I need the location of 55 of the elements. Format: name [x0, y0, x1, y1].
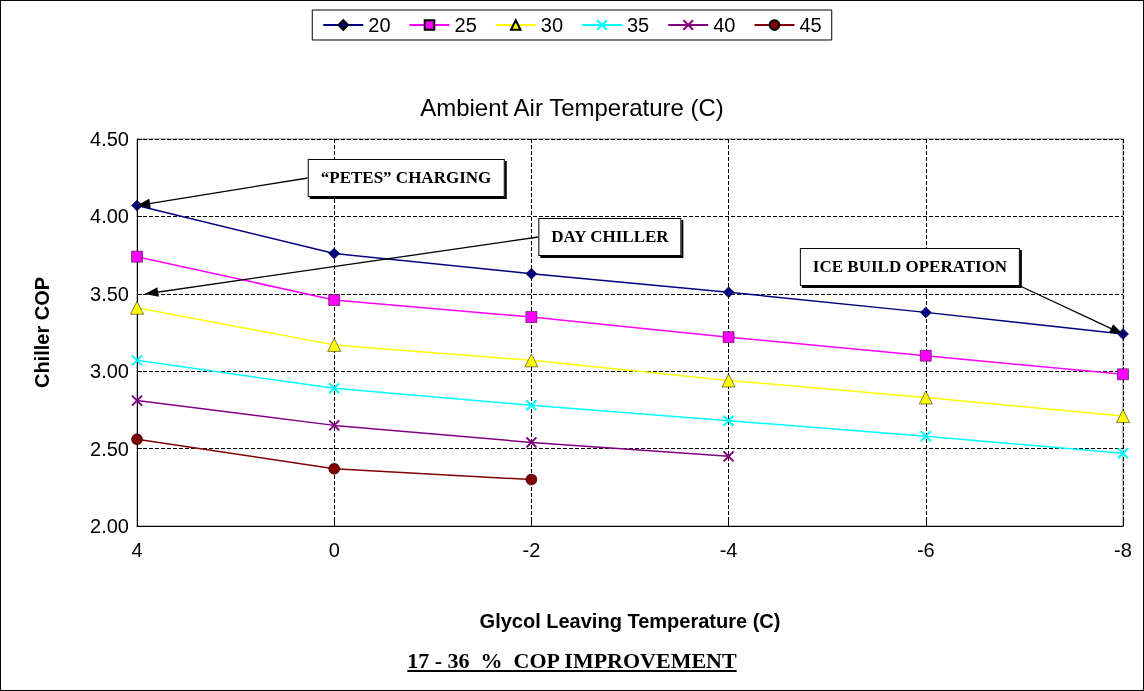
- y-tick-label: 2.00: [90, 515, 129, 537]
- point: [1117, 368, 1129, 381]
- point: [131, 354, 143, 367]
- y-tick-label: 2.50: [90, 437, 129, 460]
- point: [1116, 409, 1130, 423]
- legend-label: 30: [540, 14, 563, 36]
- y-tick-label: 4.50: [90, 128, 129, 150]
- y-tick-label: 3.00: [90, 360, 129, 383]
- x-tick-label: 0: [328, 539, 340, 561]
- point: [525, 473, 538, 486]
- point: [525, 436, 538, 449]
- point: [525, 399, 538, 412]
- text: 17 - 36 % COP IMPROVEMENT: [406, 648, 738, 674]
- y-axis-title: Chiller COP: [31, 276, 53, 389]
- x-tick-label: 4: [131, 539, 143, 561]
- point: [1117, 447, 1129, 460]
- point: [722, 286, 735, 298]
- point: [328, 462, 340, 475]
- point: [328, 294, 340, 306]
- legend-title: Ambient Air Temperature (C): [420, 93, 724, 121]
- y-tick-label: 3.50: [90, 282, 129, 305]
- annotation: “PETES” CHARGING: [307, 159, 505, 197]
- point: [721, 373, 736, 388]
- x-tick-label: -8: [1114, 539, 1132, 561]
- point: [524, 353, 539, 368]
- point: [1117, 328, 1129, 340]
- legend-label: 35: [627, 14, 650, 36]
- point: [919, 390, 933, 405]
- legend-label: 25: [454, 14, 477, 36]
- point: [130, 300, 144, 315]
- point: [131, 394, 143, 407]
- annotation: DAY CHILLER: [538, 218, 682, 256]
- legend-label: 45: [799, 14, 822, 36]
- point: [919, 430, 932, 443]
- annotation: ICE BUILD OPERATION: [799, 248, 1021, 286]
- point: [131, 433, 143, 446]
- point: [722, 331, 735, 343]
- legend-label: 40: [713, 14, 736, 36]
- x-tick-label: -4: [719, 539, 738, 561]
- x-tick-label: -2: [522, 539, 541, 561]
- point: [328, 247, 340, 260]
- point: [327, 338, 341, 352]
- x-axis-title: Glycol Leaving Temperature (C): [479, 610, 781, 632]
- x-tick-label: -6: [916, 539, 935, 561]
- point: [920, 349, 932, 362]
- point: [920, 306, 932, 319]
- point: [525, 311, 538, 323]
- point: [328, 382, 341, 395]
- point: [722, 414, 735, 427]
- point: [722, 450, 735, 463]
- point: [328, 419, 341, 432]
- y-tick-label: 4.00: [90, 205, 129, 228]
- point: [131, 250, 143, 263]
- legend-label: 20: [368, 14, 391, 36]
- point: [525, 267, 538, 280]
